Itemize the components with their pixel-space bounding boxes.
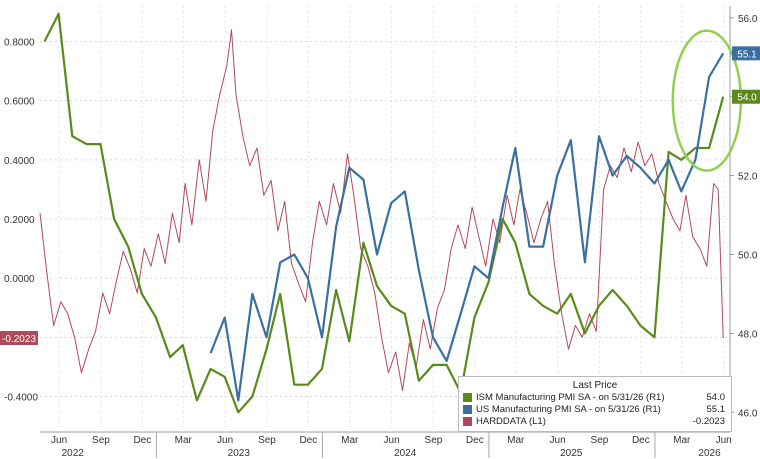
badge-us-pmi-label: 55.1 xyxy=(737,49,757,60)
legend-item-us-pmi: US Manufacturing PMI SA - on 5/31/26 (R1… xyxy=(459,403,731,415)
legend-item-harddata: HARDDATA (L1) -0.2023 xyxy=(459,415,731,427)
legend-value-harddata: -0.2023 xyxy=(692,415,725,427)
badges-layer: 55.1 54.0 -0.2023 xyxy=(0,46,760,346)
legend-name-us-pmi: US Manufacturing PMI SA - on 5/31/26 (R1… xyxy=(476,403,661,415)
month-tick-label: Mar xyxy=(175,435,193,446)
legend-item-ism: ISM Manufacturing PMI SA - on 5/31/26 (R… xyxy=(459,391,731,403)
legend-swatch-us-pmi xyxy=(463,404,472,414)
month-tick-label: Dec xyxy=(299,435,317,446)
year-tick-label: 2022 xyxy=(62,448,85,459)
series-layer xyxy=(39,12,725,414)
right-tick-label: 50.0 xyxy=(738,251,758,262)
legend-swatch-ism xyxy=(463,392,472,402)
x-axis: Jun Sep Dec Mar Jun Sep Dec Mar Jun Sep Dec Mar Jun S… xyxy=(51,432,732,459)
right-tick-label: 48.0 xyxy=(738,329,758,340)
left-tick-label: 0.0000 xyxy=(4,274,35,285)
left-tick-label: 0.8000 xyxy=(4,38,35,49)
right-tick-label: 46.0 xyxy=(738,408,758,419)
grid xyxy=(40,6,731,433)
month-tick-label: Mar xyxy=(507,435,525,446)
month-tick-label: Sep xyxy=(258,435,276,446)
year-tick-label: 2024 xyxy=(394,448,417,459)
badge-us-pmi-bg xyxy=(732,46,760,61)
badge-ism-label: 54.0 xyxy=(737,93,757,104)
series-line-ism xyxy=(43,12,725,414)
badge-harddata-label: -0.2023 xyxy=(2,334,36,345)
month-tick-label: Jun xyxy=(384,435,400,446)
month-tick-label: Sep xyxy=(591,435,609,446)
series-line-harddata xyxy=(39,29,724,392)
legend-name-ism: ISM Manufacturing PMI SA - on 5/31/26 (R… xyxy=(476,391,665,403)
month-tick-label: Dec xyxy=(133,435,151,446)
year-tick-label: 2023 xyxy=(228,448,251,459)
left-tick-label: -0.4000 xyxy=(4,393,38,404)
month-tick-label: Dec xyxy=(632,435,650,446)
legend-name-harddata: HARDDATA (L1) xyxy=(476,415,546,427)
legend-swatch-harddata xyxy=(463,416,472,426)
series-line-us-pmi xyxy=(209,52,725,402)
right-tick-label: 56.0 xyxy=(738,14,758,25)
legend-value-ism: 54.0 xyxy=(706,391,726,403)
legend-value-us-pmi: 55.1 xyxy=(706,403,726,415)
year-tick-label: 2026 xyxy=(698,448,721,459)
left-tick-label: 0.2000 xyxy=(4,215,35,226)
right-tick-label: 52.0 xyxy=(738,172,758,183)
year-tick-label: 2025 xyxy=(560,448,583,459)
month-tick-label: Jun xyxy=(217,435,233,446)
month-tick-label: Jun xyxy=(51,435,67,446)
badge-harddata-bg xyxy=(0,331,38,346)
month-tick-label: Mar xyxy=(341,435,359,446)
left-tick-label: 0.4000 xyxy=(4,156,35,167)
month-tick-label: Jun xyxy=(550,435,566,446)
month-tick-label: Mar xyxy=(673,435,691,446)
legend-title: Last Price xyxy=(572,380,618,391)
badge-ism-bg xyxy=(732,89,760,104)
legend: Last Price ISM Manufacturing PMI SA - on… xyxy=(458,376,732,432)
left-tick-label: 0.6000 xyxy=(4,97,35,108)
month-tick-label: Dec xyxy=(466,435,484,446)
month-tick-label: Jun xyxy=(716,435,732,446)
month-tick-label: Sep xyxy=(92,435,110,446)
month-tick-label: Sep xyxy=(425,435,443,446)
